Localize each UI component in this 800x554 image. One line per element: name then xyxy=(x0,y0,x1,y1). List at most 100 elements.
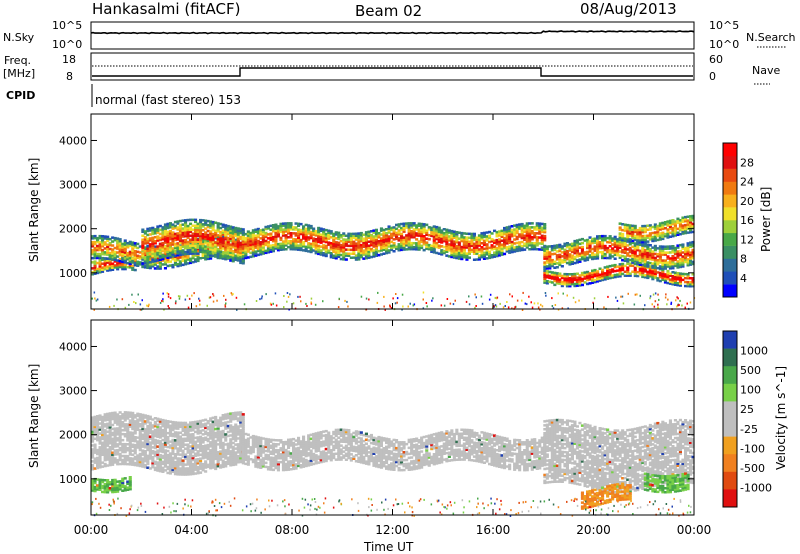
heatmap-cell xyxy=(613,253,617,256)
heatmap-cell xyxy=(641,269,645,273)
heatmap-cell xyxy=(158,242,162,246)
heatmap-cell xyxy=(636,270,640,274)
heatmap-cell xyxy=(307,226,311,229)
heatmap-cell xyxy=(136,260,140,264)
heatmap-cell xyxy=(143,456,147,459)
heatmap-cell xyxy=(199,449,203,453)
heatmap-cell xyxy=(93,419,97,423)
heatmap-cell xyxy=(304,247,308,251)
heatmap-cell xyxy=(98,267,102,270)
heatmap-cell xyxy=(259,245,263,248)
heatmap-cell xyxy=(653,235,657,238)
heatmap-cell xyxy=(643,266,647,269)
heatmap-cell xyxy=(221,237,225,240)
heatmap-cell xyxy=(168,454,172,457)
heatmap-cell xyxy=(400,238,404,242)
heatmap-cell xyxy=(658,228,662,231)
heatmap-cell xyxy=(460,251,464,255)
heatmap-cell xyxy=(189,222,193,226)
heatmap-cell xyxy=(523,230,527,233)
heatmap-cell xyxy=(646,274,650,278)
heatmap-cell xyxy=(173,232,177,236)
heatmap-cell xyxy=(661,253,665,256)
heatmap-cell xyxy=(249,239,253,243)
heatmap-cell xyxy=(148,451,152,454)
heatmap-cell xyxy=(628,248,632,252)
heatmap-cell xyxy=(359,249,363,253)
heatmap-cell xyxy=(98,265,102,268)
heatmap-cell xyxy=(339,247,343,251)
heatmap-cell xyxy=(352,234,356,238)
heatmap-cell xyxy=(618,267,622,270)
heatmap-speckle xyxy=(480,295,483,298)
heatmap-cell xyxy=(156,253,160,256)
heatmap-cell xyxy=(168,243,172,247)
heatmap-cell xyxy=(138,417,142,420)
heatmap-cell xyxy=(148,417,152,421)
heatmap-cell xyxy=(673,271,677,275)
heatmap-cell xyxy=(214,253,218,256)
heatmap-cell xyxy=(435,243,439,247)
heatmap-speckle xyxy=(212,293,214,295)
heatmap-cell xyxy=(178,471,182,474)
heatmap-cell xyxy=(329,244,333,247)
heatmap-cell xyxy=(191,444,195,448)
heatmap-cell xyxy=(304,231,308,235)
heatmap-cell xyxy=(98,246,102,250)
heatmap-cell xyxy=(638,251,642,255)
heatmap-cell xyxy=(430,246,434,249)
heatmap-cell xyxy=(686,250,690,253)
heatmap-cell xyxy=(186,248,190,252)
heatmap-cell xyxy=(498,242,502,245)
heatmap-cell xyxy=(206,255,210,259)
heatmap-cell xyxy=(611,239,615,242)
heatmap-cell xyxy=(553,277,557,281)
heatmap-cell xyxy=(153,236,157,239)
heatmap-cell xyxy=(128,457,132,460)
heatmap-cell xyxy=(678,282,682,285)
heatmap-cell xyxy=(560,255,564,258)
heatmap-cell xyxy=(525,232,529,235)
heatmap-cell xyxy=(450,233,454,237)
heatmap-cell xyxy=(91,468,95,471)
heatmap-cell xyxy=(168,440,172,443)
heatmap-cell xyxy=(209,232,213,235)
heatmap-cell xyxy=(184,250,188,254)
heatmap-cell xyxy=(462,248,466,251)
heatmap-cell xyxy=(364,237,368,240)
heatmap-cell xyxy=(148,421,152,425)
heatmap-cell xyxy=(209,252,213,255)
heatmap-cell xyxy=(666,275,670,279)
heatmap-cell xyxy=(168,234,172,237)
heatmap-cell xyxy=(314,250,318,253)
heatmap-cell xyxy=(658,226,662,229)
heatmap-cell xyxy=(646,253,650,256)
heatmap-cell xyxy=(221,252,225,256)
heatmap-cell xyxy=(490,254,494,257)
heatmap-cell xyxy=(586,282,590,286)
heatmap-cell xyxy=(254,250,258,253)
heatmap-cell xyxy=(204,256,208,259)
heatmap-cell xyxy=(103,241,107,244)
heatmap-cell xyxy=(563,258,567,261)
heatmap-cell xyxy=(113,429,117,432)
heatmap-cell xyxy=(184,246,188,250)
heatmap-cell xyxy=(422,229,426,232)
heatmap-cell xyxy=(121,263,125,267)
heatmap-cell xyxy=(422,241,426,244)
heatmap-cell xyxy=(101,270,105,273)
heatmap-cell xyxy=(493,253,497,256)
heatmap-cell xyxy=(103,445,107,448)
heatmap-cell xyxy=(186,467,190,470)
heatmap-cell xyxy=(312,227,316,230)
heatmap-cell xyxy=(103,237,107,240)
heatmap-cell xyxy=(178,241,182,245)
heatmap-cell xyxy=(199,431,203,435)
heatmap-cell xyxy=(254,236,258,239)
heatmap-cell xyxy=(681,265,685,268)
heatmap-cell xyxy=(379,243,383,246)
heatmap-cell xyxy=(678,257,682,261)
heatmap-cell xyxy=(603,236,607,240)
heatmap-cell xyxy=(236,247,240,250)
heatmap-speckle xyxy=(174,302,177,305)
